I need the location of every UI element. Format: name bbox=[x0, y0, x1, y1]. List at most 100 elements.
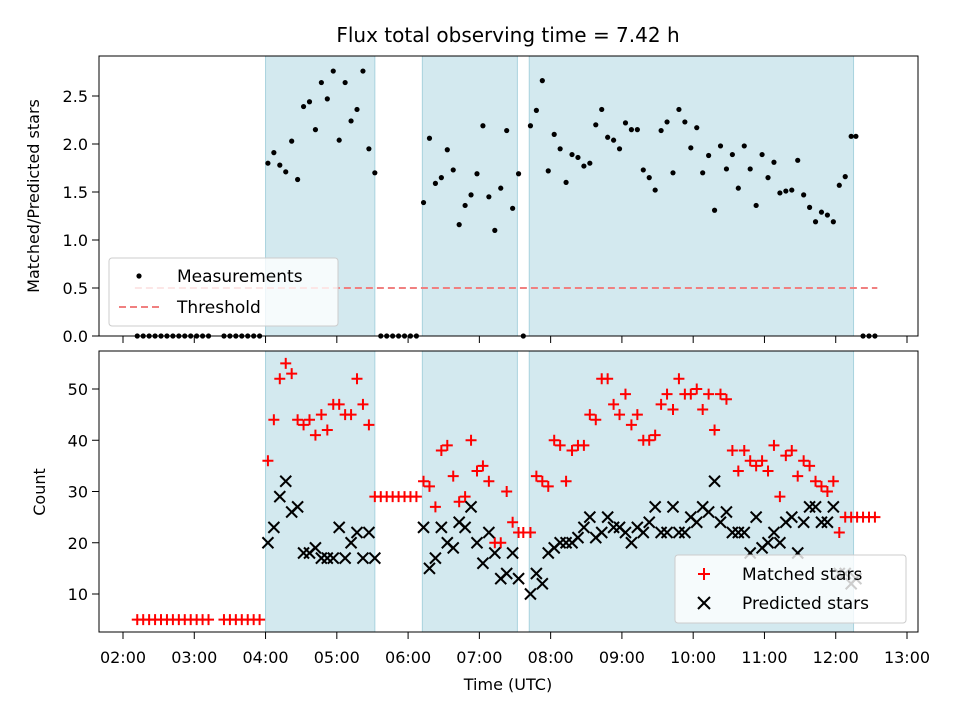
measurement-point bbox=[723, 166, 730, 172]
measurement-point bbox=[312, 127, 319, 133]
measurement-point bbox=[450, 167, 456, 173]
measurement-point bbox=[348, 118, 354, 124]
matched-star-point bbox=[732, 465, 744, 477]
measurement-point bbox=[717, 143, 724, 149]
bottom-x-tick-label: 05:00 bbox=[314, 648, 360, 667]
predicted-star-point bbox=[327, 551, 340, 565]
predicted-star-point bbox=[447, 541, 460, 555]
matched-star-point bbox=[435, 445, 447, 456]
predicted-star-point bbox=[338, 551, 352, 565]
matched-star-point bbox=[566, 445, 578, 456]
measurement-point bbox=[706, 152, 712, 159]
top-y-tick-label: 1.0 bbox=[63, 231, 88, 250]
measurement-point bbox=[372, 170, 378, 176]
measurement-point bbox=[563, 179, 569, 185]
predicted-star-point bbox=[708, 475, 721, 488]
measurement-point bbox=[318, 79, 324, 86]
matched-star-point bbox=[495, 537, 507, 549]
bottom-x-tick-label: 12:00 bbox=[813, 648, 859, 667]
legend-label-threshold: Threshold bbox=[176, 298, 261, 318]
predicted-star-point bbox=[344, 536, 358, 549]
matched-star-point bbox=[303, 414, 315, 426]
predicted-star-point bbox=[797, 516, 810, 529]
predicted-star-point bbox=[595, 526, 608, 539]
matched-star-point bbox=[810, 475, 822, 487]
measurements-series bbox=[134, 68, 878, 339]
bottom-x-tick-label: 02:00 bbox=[100, 648, 146, 667]
measurement-point bbox=[634, 127, 640, 133]
predicted-star-point bbox=[423, 562, 436, 575]
matched-star-point bbox=[357, 398, 369, 410]
measurement-point bbox=[504, 127, 510, 134]
matched-star-point bbox=[643, 434, 655, 446]
matched-star-point bbox=[715, 388, 727, 400]
x-axis-label: Time (UTC) bbox=[463, 675, 552, 694]
matched-star-point bbox=[786, 445, 798, 456]
predicted-star-point bbox=[749, 510, 763, 524]
measurement-point bbox=[486, 194, 492, 200]
predicted-star-point bbox=[583, 510, 597, 524]
matched-star-point bbox=[709, 424, 721, 436]
measurement-point bbox=[324, 96, 330, 102]
matched-star-point bbox=[798, 455, 810, 467]
measurement-point bbox=[360, 68, 366, 74]
matched-star-point bbox=[262, 455, 274, 467]
measurement-point bbox=[575, 154, 581, 161]
legend-label-matched-stars: Matched stars bbox=[742, 565, 862, 585]
measurement-point bbox=[593, 122, 599, 128]
measurement-point bbox=[688, 145, 694, 151]
matched-star-point bbox=[649, 429, 661, 441]
matched-star-point bbox=[309, 429, 321, 441]
predicted-star-point bbox=[666, 500, 680, 514]
predicted-star-point bbox=[273, 490, 287, 503]
matched-star-point bbox=[608, 398, 620, 410]
matched-star-point bbox=[321, 424, 333, 436]
legend-marker-matched-stars bbox=[698, 568, 710, 580]
matched-stars-series bbox=[131, 357, 881, 626]
top-y-tick-label: 1.5 bbox=[63, 183, 88, 202]
matched-star-point bbox=[667, 404, 679, 415]
predicted-star-point bbox=[482, 526, 496, 539]
measurement-point bbox=[664, 119, 670, 125]
top-legend: Measurements Threshold bbox=[108, 257, 339, 327]
measurement-point bbox=[842, 174, 848, 180]
measurement-point bbox=[545, 168, 551, 174]
measurement-point bbox=[354, 106, 360, 113]
matched-star-point bbox=[774, 491, 786, 503]
matched-star-point bbox=[602, 373, 614, 385]
measurement-point bbox=[330, 68, 336, 74]
measurement-point bbox=[658, 127, 664, 134]
bottom-y-tick-label: 30 bbox=[68, 483, 88, 502]
predicted-star-point bbox=[678, 526, 692, 539]
matched-star-point bbox=[560, 475, 572, 487]
bottom-panel: 10 20 30 40 50 02:00 03:00 04:00 05:00 06:00 07:0… bbox=[30, 350, 930, 694]
predicted-star-point bbox=[267, 521, 281, 534]
predicted-star-point bbox=[470, 536, 484, 549]
matched-star-point bbox=[280, 357, 292, 369]
measurement-point bbox=[468, 192, 474, 198]
matched-star-point bbox=[738, 445, 750, 456]
predicted-star-point bbox=[809, 500, 822, 514]
bottom-y-ticks: 10 20 30 40 50 bbox=[68, 380, 99, 604]
measurement-point bbox=[265, 160, 271, 166]
bottom-x-tick-label: 04:00 bbox=[242, 648, 288, 667]
matched-star-point bbox=[720, 393, 732, 405]
measurement-point bbox=[515, 171, 522, 177]
predicted-star-point bbox=[368, 551, 382, 565]
predicted-star-point bbox=[261, 536, 275, 549]
matched-star-point bbox=[453, 496, 465, 508]
top-axes-frame bbox=[98, 55, 919, 337]
measurement-point bbox=[610, 137, 617, 143]
measurement-point bbox=[510, 205, 516, 211]
measurement-point bbox=[533, 107, 539, 113]
top-legend-box bbox=[108, 257, 339, 327]
measurement-point bbox=[557, 146, 563, 152]
matched-star-point bbox=[762, 465, 774, 477]
measurement-point bbox=[806, 204, 813, 210]
matched-star-point bbox=[298, 419, 310, 431]
legend-marker-predicted-stars bbox=[697, 596, 711, 610]
matched-star-point bbox=[530, 470, 542, 482]
measurement-point bbox=[551, 131, 557, 137]
measurement-point bbox=[283, 169, 289, 175]
measurement-point bbox=[836, 182, 842, 188]
